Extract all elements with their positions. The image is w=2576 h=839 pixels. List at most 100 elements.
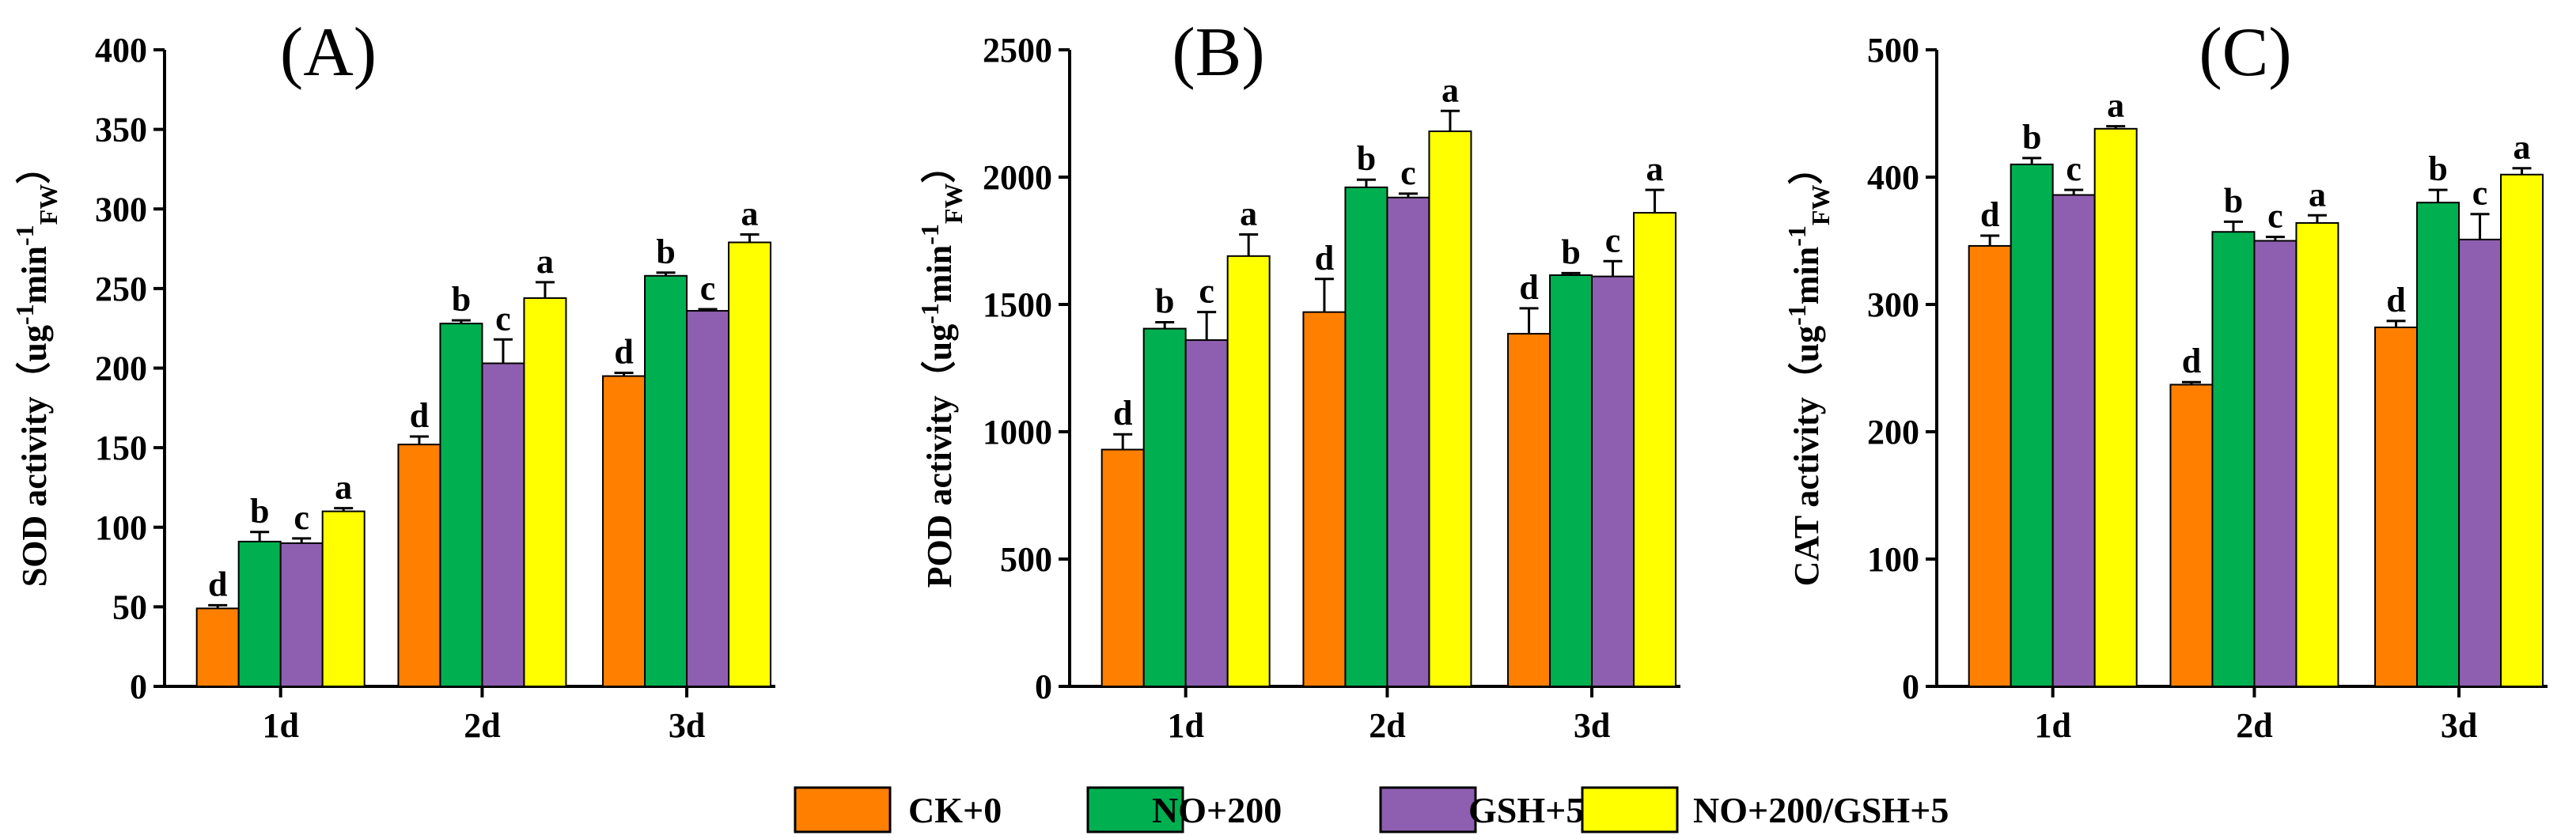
bar-no-200-gsh-5-1d xyxy=(321,510,366,687)
bar-gsh-5-3d xyxy=(1591,275,1635,687)
y-axis-label-part: SOD activity（ug xyxy=(15,325,54,587)
y-tick-label: 400 xyxy=(95,31,147,70)
significance-label: b xyxy=(2224,181,2243,220)
y-tick-label: 2500 xyxy=(983,31,1052,70)
significance-label: b xyxy=(2428,149,2447,188)
bar-no-200-3d xyxy=(644,274,688,687)
y-axis-label-part: FW xyxy=(34,184,63,225)
bar-no-200-gsh-5-1d xyxy=(2093,127,2138,687)
significance-label: a xyxy=(2513,128,2531,167)
bar-ck-0-2d xyxy=(397,444,441,687)
y-tick-label: 0 xyxy=(1035,667,1052,706)
bar-gsh-5-1d xyxy=(2051,194,2096,688)
significance-label: a xyxy=(741,194,759,232)
x-tick-label: 3d xyxy=(2441,706,2477,745)
x-tick-label: 2d xyxy=(2236,706,2272,745)
bar-no-200-2d xyxy=(2211,231,2256,688)
chart-panels: (A) 0 50 100 150 200 250 300 350 400 SOD activity（… xyxy=(10,14,2548,745)
bar-no-200-gsh-5-2d xyxy=(523,297,567,687)
bar-ck-0-3d xyxy=(602,375,646,687)
significance-label: a xyxy=(1240,194,1257,232)
y-axis-label-part: POD activity（ug xyxy=(920,324,959,588)
bar-no-200-2d xyxy=(1344,186,1388,687)
y-tick-label: 400 xyxy=(1867,158,1919,197)
significance-label: c xyxy=(1199,272,1214,311)
y-axis-label-part: min xyxy=(1787,247,1826,304)
y-axis-label-part: FW xyxy=(1806,185,1835,226)
significance-label: c xyxy=(495,299,511,338)
significance-label: a xyxy=(1441,70,1459,109)
bar-no-200-gsh-5-3d xyxy=(1633,212,1677,687)
significance-label: b xyxy=(452,280,471,319)
significance-label: d xyxy=(208,565,227,603)
y-tick-label: 300 xyxy=(95,190,147,229)
x-tick-label: 3d xyxy=(1574,706,1610,745)
bar-no-200-1d xyxy=(1142,327,1187,687)
legend-swatch-no-200 xyxy=(1086,786,1184,833)
y-tick-label: 1000 xyxy=(983,413,1052,452)
bar-gsh-5-2d xyxy=(481,362,525,687)
significance-label: c xyxy=(2472,174,2488,213)
y-axis-label-part: -1 xyxy=(1782,304,1811,326)
bar-no-200-1d xyxy=(2010,163,2054,687)
significance-label: c xyxy=(700,269,716,308)
chart-panel-1: (A) 0 50 100 150 200 250 300 350 400 SOD activity（… xyxy=(10,14,775,745)
x-tick-label: 1d xyxy=(1167,706,1203,745)
significance-label: d xyxy=(1315,239,1334,278)
bar-gsh-5-3d xyxy=(686,310,730,687)
significance-label: d xyxy=(1980,195,1999,234)
y-axis-label: POD activity（ug-1min-1FW） xyxy=(915,149,968,588)
bar-no-200-gsh-5-1d xyxy=(1226,255,1271,687)
y-axis-label-part: -1 xyxy=(915,224,944,245)
bar-gsh-5-1d xyxy=(1184,339,1229,687)
y-axis-label-part: -1 xyxy=(1782,225,1811,247)
bar-ck-0-3d xyxy=(2374,326,2419,687)
y-axis-label-part: ） xyxy=(920,149,959,183)
y-axis-label-part: ） xyxy=(1787,150,1826,185)
bar-no-200-2d xyxy=(439,323,483,687)
legend: CK+0 NO+200 GSH+5 NO+200/GSH+5 xyxy=(794,786,1949,833)
bar-gsh-5-2d xyxy=(2253,240,2298,687)
bar-no-200-gsh-5-3d xyxy=(728,241,772,687)
significance-label: d xyxy=(2182,342,2201,380)
significance-label: b xyxy=(1561,232,1580,271)
y-tick-label: 2000 xyxy=(983,158,1052,197)
y-tick-label: 1500 xyxy=(983,285,1052,324)
bar-no-200-3d xyxy=(2416,202,2460,687)
significance-label: c xyxy=(2267,197,2283,236)
y-tick-label: 250 xyxy=(95,270,147,308)
bar-ck-0-1d xyxy=(1968,244,2012,687)
significance-label: d xyxy=(2386,281,2405,319)
bar-ck-0-2d xyxy=(1302,311,1347,687)
y-axis-label-part: -1 xyxy=(10,304,39,325)
significance-label: b xyxy=(250,492,269,531)
significance-label: d xyxy=(1113,394,1132,433)
y-tick-label: 0 xyxy=(130,667,147,706)
y-tick-label: 50 xyxy=(112,588,147,626)
x-tick-label: 2d xyxy=(1369,706,1405,745)
y-axis-label-part: min xyxy=(920,245,959,303)
bar-ck-0-1d xyxy=(195,607,240,688)
bar-ck-0-1d xyxy=(1100,448,1145,687)
significance-label: a xyxy=(335,468,352,507)
x-tick-label: 1d xyxy=(262,706,298,745)
y-axis-label-part: FW xyxy=(939,183,968,225)
bar-ck-0-3d xyxy=(1507,333,1551,687)
significance-label: a xyxy=(2107,86,2124,125)
bar-gsh-5-2d xyxy=(1386,196,1430,687)
bar-ck-0-2d xyxy=(2169,384,2214,687)
y-tick-label: 500 xyxy=(1000,540,1052,579)
y-tick-label: 150 xyxy=(95,429,147,467)
y-tick-label: 500 xyxy=(1867,31,1919,70)
y-axis-label: CAT activity（ug-1min-1FW） xyxy=(1782,150,1835,587)
legend-label: NO+200/GSH+5 xyxy=(1693,790,1949,830)
y-axis-label-part: CAT activity（ug xyxy=(1787,326,1826,587)
bar-no-200-3d xyxy=(1549,274,1593,688)
bar-gsh-5-1d xyxy=(279,542,324,687)
legend-label: CK+0 xyxy=(908,790,1002,830)
significance-label: b xyxy=(2022,118,2041,157)
y-axis-label-part: ） xyxy=(15,149,54,184)
y-tick-label: 200 xyxy=(1867,413,1919,452)
